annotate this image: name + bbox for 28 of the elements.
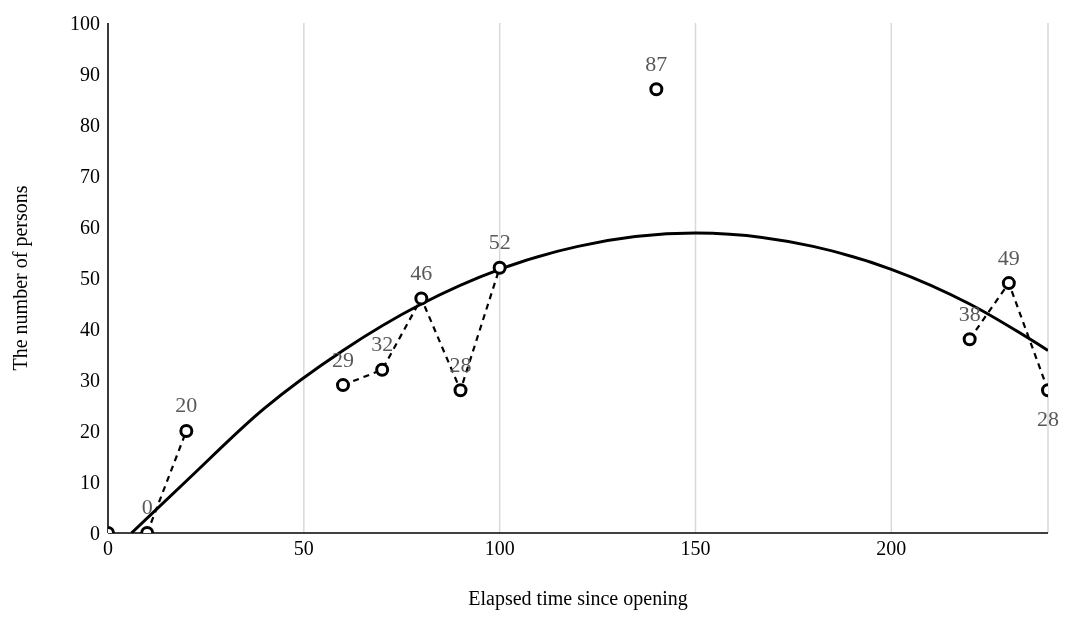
y-tick-label: 100 xyxy=(70,12,100,35)
data-label: 0 xyxy=(141,494,153,520)
y-tick-label: 20 xyxy=(80,420,100,443)
x-tick-label: 150 xyxy=(680,537,711,560)
y-tick-label: 90 xyxy=(80,63,100,86)
y-tick-label: 10 xyxy=(80,471,100,494)
y-tick-label: 0 xyxy=(90,522,100,545)
x-tick-label: 200 xyxy=(876,537,907,560)
x-tick-label: 50 xyxy=(293,537,314,560)
y-tick-label: 70 xyxy=(80,165,100,188)
y-tick-label: 30 xyxy=(80,369,100,392)
y-tick-label: 80 xyxy=(80,114,100,137)
data-label: 87 xyxy=(645,50,668,76)
data-label: 28 xyxy=(449,351,472,377)
data-label: 38 xyxy=(958,300,981,326)
data-label: 32 xyxy=(371,331,394,357)
data-label: 46 xyxy=(410,259,433,285)
data-label: 20 xyxy=(175,392,198,418)
y-tick-label: 50 xyxy=(80,267,100,290)
y-tick-label: 60 xyxy=(80,216,100,239)
x-tick-label: 100 xyxy=(484,537,515,560)
data-label: 52 xyxy=(488,229,511,255)
data-label: 28 xyxy=(1037,405,1059,431)
y-axis-title: The number of persons xyxy=(9,185,33,371)
y-tick-label: 40 xyxy=(80,318,100,341)
data-label: 49 xyxy=(997,244,1020,270)
data-label: 29 xyxy=(332,346,354,372)
x-axis-title: Elapsed time since opening xyxy=(468,587,688,610)
